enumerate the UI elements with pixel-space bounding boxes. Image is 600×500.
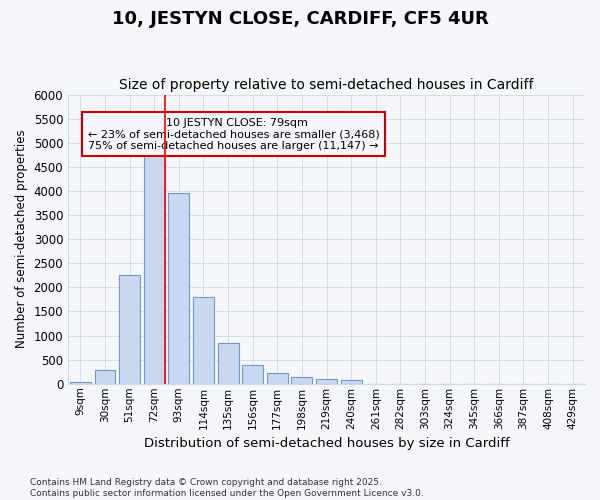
Bar: [218, 343, 239, 384]
Bar: [292, 376, 313, 384]
Bar: [242, 366, 263, 384]
Text: 10, JESTYN CLOSE, CARDIFF, CF5 4UR: 10, JESTYN CLOSE, CARDIFF, CF5 4UR: [112, 10, 488, 28]
Bar: [144, 145, 164, 384]
Title: Size of property relative to semi-detached houses in Cardiff: Size of property relative to semi-detach…: [119, 78, 534, 92]
Bar: [70, 382, 91, 384]
Bar: [341, 380, 362, 384]
Text: Contains HM Land Registry data © Crown copyright and database right 2025.
Contai: Contains HM Land Registry data © Crown c…: [30, 478, 424, 498]
Bar: [267, 372, 288, 384]
X-axis label: Distribution of semi-detached houses by size in Cardiff: Distribution of semi-detached houses by …: [143, 437, 509, 450]
Bar: [169, 194, 189, 384]
Bar: [95, 370, 115, 384]
Text: 10 JESTYN CLOSE: 79sqm
← 23% of semi-detached houses are smaller (3,468)
75% of : 10 JESTYN CLOSE: 79sqm ← 23% of semi-det…: [88, 118, 379, 151]
Bar: [119, 276, 140, 384]
Y-axis label: Number of semi-detached properties: Number of semi-detached properties: [15, 130, 28, 348]
Bar: [316, 379, 337, 384]
Bar: [193, 297, 214, 384]
